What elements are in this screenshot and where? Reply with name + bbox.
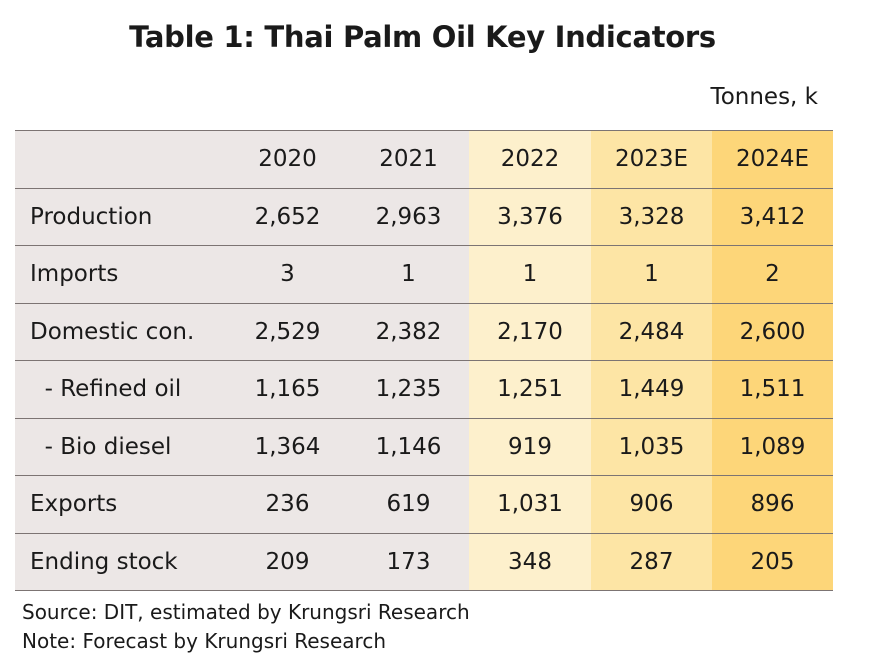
table-cell: 2,529	[227, 303, 348, 361]
table-row-ending-stock: Ending stock 209 173 348 287 205	[15, 533, 833, 591]
header-cell-2021: 2021	[348, 130, 469, 188]
table-cell: 205	[712, 533, 833, 591]
table-cell: 287	[591, 533, 712, 591]
table-cell: 3,376	[469, 188, 591, 246]
table-cell: 2,600	[712, 303, 833, 361]
table-cell: 3	[227, 245, 348, 303]
row-label: Imports	[15, 245, 227, 303]
header-row: 2020 2021 2022 2023E 2024E	[15, 130, 833, 188]
header-cell-empty	[15, 130, 227, 188]
header-cell-2020: 2020	[227, 130, 348, 188]
table-cell: 1,035	[591, 418, 712, 476]
unit-label: Tonnes, k	[710, 84, 818, 110]
table-cell: 1,235	[348, 360, 469, 418]
table-cell: 348	[469, 533, 591, 591]
indicators-table: 2020 2021 2022 2023E 2024E Production 2,…	[15, 130, 833, 591]
table-cell: 1,165	[227, 360, 348, 418]
table-cell: 2	[712, 245, 833, 303]
table-cell: 1,449	[591, 360, 712, 418]
row-label: - Bio diesel	[15, 418, 227, 476]
table-cell: 1,364	[227, 418, 348, 476]
table-cell: 1,511	[712, 360, 833, 418]
header-cell-2024e: 2024E	[712, 130, 833, 188]
table-cell: 1,089	[712, 418, 833, 476]
forecast-note: Note: Forecast by Krungsri Research	[22, 629, 386, 653]
table-row-refined-oil: - Refined oil 1,165 1,235 1,251 1,449 1,…	[15, 360, 833, 418]
table-row-exports: Exports 236 619 1,031 906 896	[15, 475, 833, 533]
table-cell: 919	[469, 418, 591, 476]
table-row-bio-diesel: - Bio diesel 1,364 1,146 919 1,035 1,089	[15, 418, 833, 476]
table-cell: 2,170	[469, 303, 591, 361]
row-label: Ending stock	[15, 533, 227, 591]
table-cell: 236	[227, 475, 348, 533]
row-label: Production	[15, 188, 227, 246]
table-cell: 1	[469, 245, 591, 303]
table-cell: 209	[227, 533, 348, 591]
table-cell: 1	[591, 245, 712, 303]
table-cell: 896	[712, 475, 833, 533]
table-cell: 1,146	[348, 418, 469, 476]
table-row-imports: Imports 3 1 1 1 2	[15, 245, 833, 303]
table-title: Table 1: Thai Palm Oil Key Indicators	[129, 20, 716, 54]
footnotes: Source: DIT, estimated by Krungsri Resea…	[22, 598, 470, 656]
header-cell-2023e: 2023E	[591, 130, 712, 188]
table-cell: 3,328	[591, 188, 712, 246]
row-label: - Refined oil	[15, 360, 227, 418]
table-row-production: Production 2,652 2,963 3,376 3,328 3,412	[15, 188, 833, 246]
source-note: Source: DIT, estimated by Krungsri Resea…	[22, 600, 470, 624]
table-cell: 3,412	[712, 188, 833, 246]
table-cell: 2,484	[591, 303, 712, 361]
table-cell: 1,031	[469, 475, 591, 533]
table-cell: 173	[348, 533, 469, 591]
table-cell: 906	[591, 475, 712, 533]
header-cell-2022: 2022	[469, 130, 591, 188]
table-cell: 1,251	[469, 360, 591, 418]
table-cell: 2,382	[348, 303, 469, 361]
table-cell: 2,652	[227, 188, 348, 246]
row-label: Exports	[15, 475, 227, 533]
table-cell: 619	[348, 475, 469, 533]
row-label: Domestic con.	[15, 303, 227, 361]
table-row-domestic-con: Domestic con. 2,529 2,382 2,170 2,484 2,…	[15, 303, 833, 361]
table-cell: 1	[348, 245, 469, 303]
table-cell: 2,963	[348, 188, 469, 246]
